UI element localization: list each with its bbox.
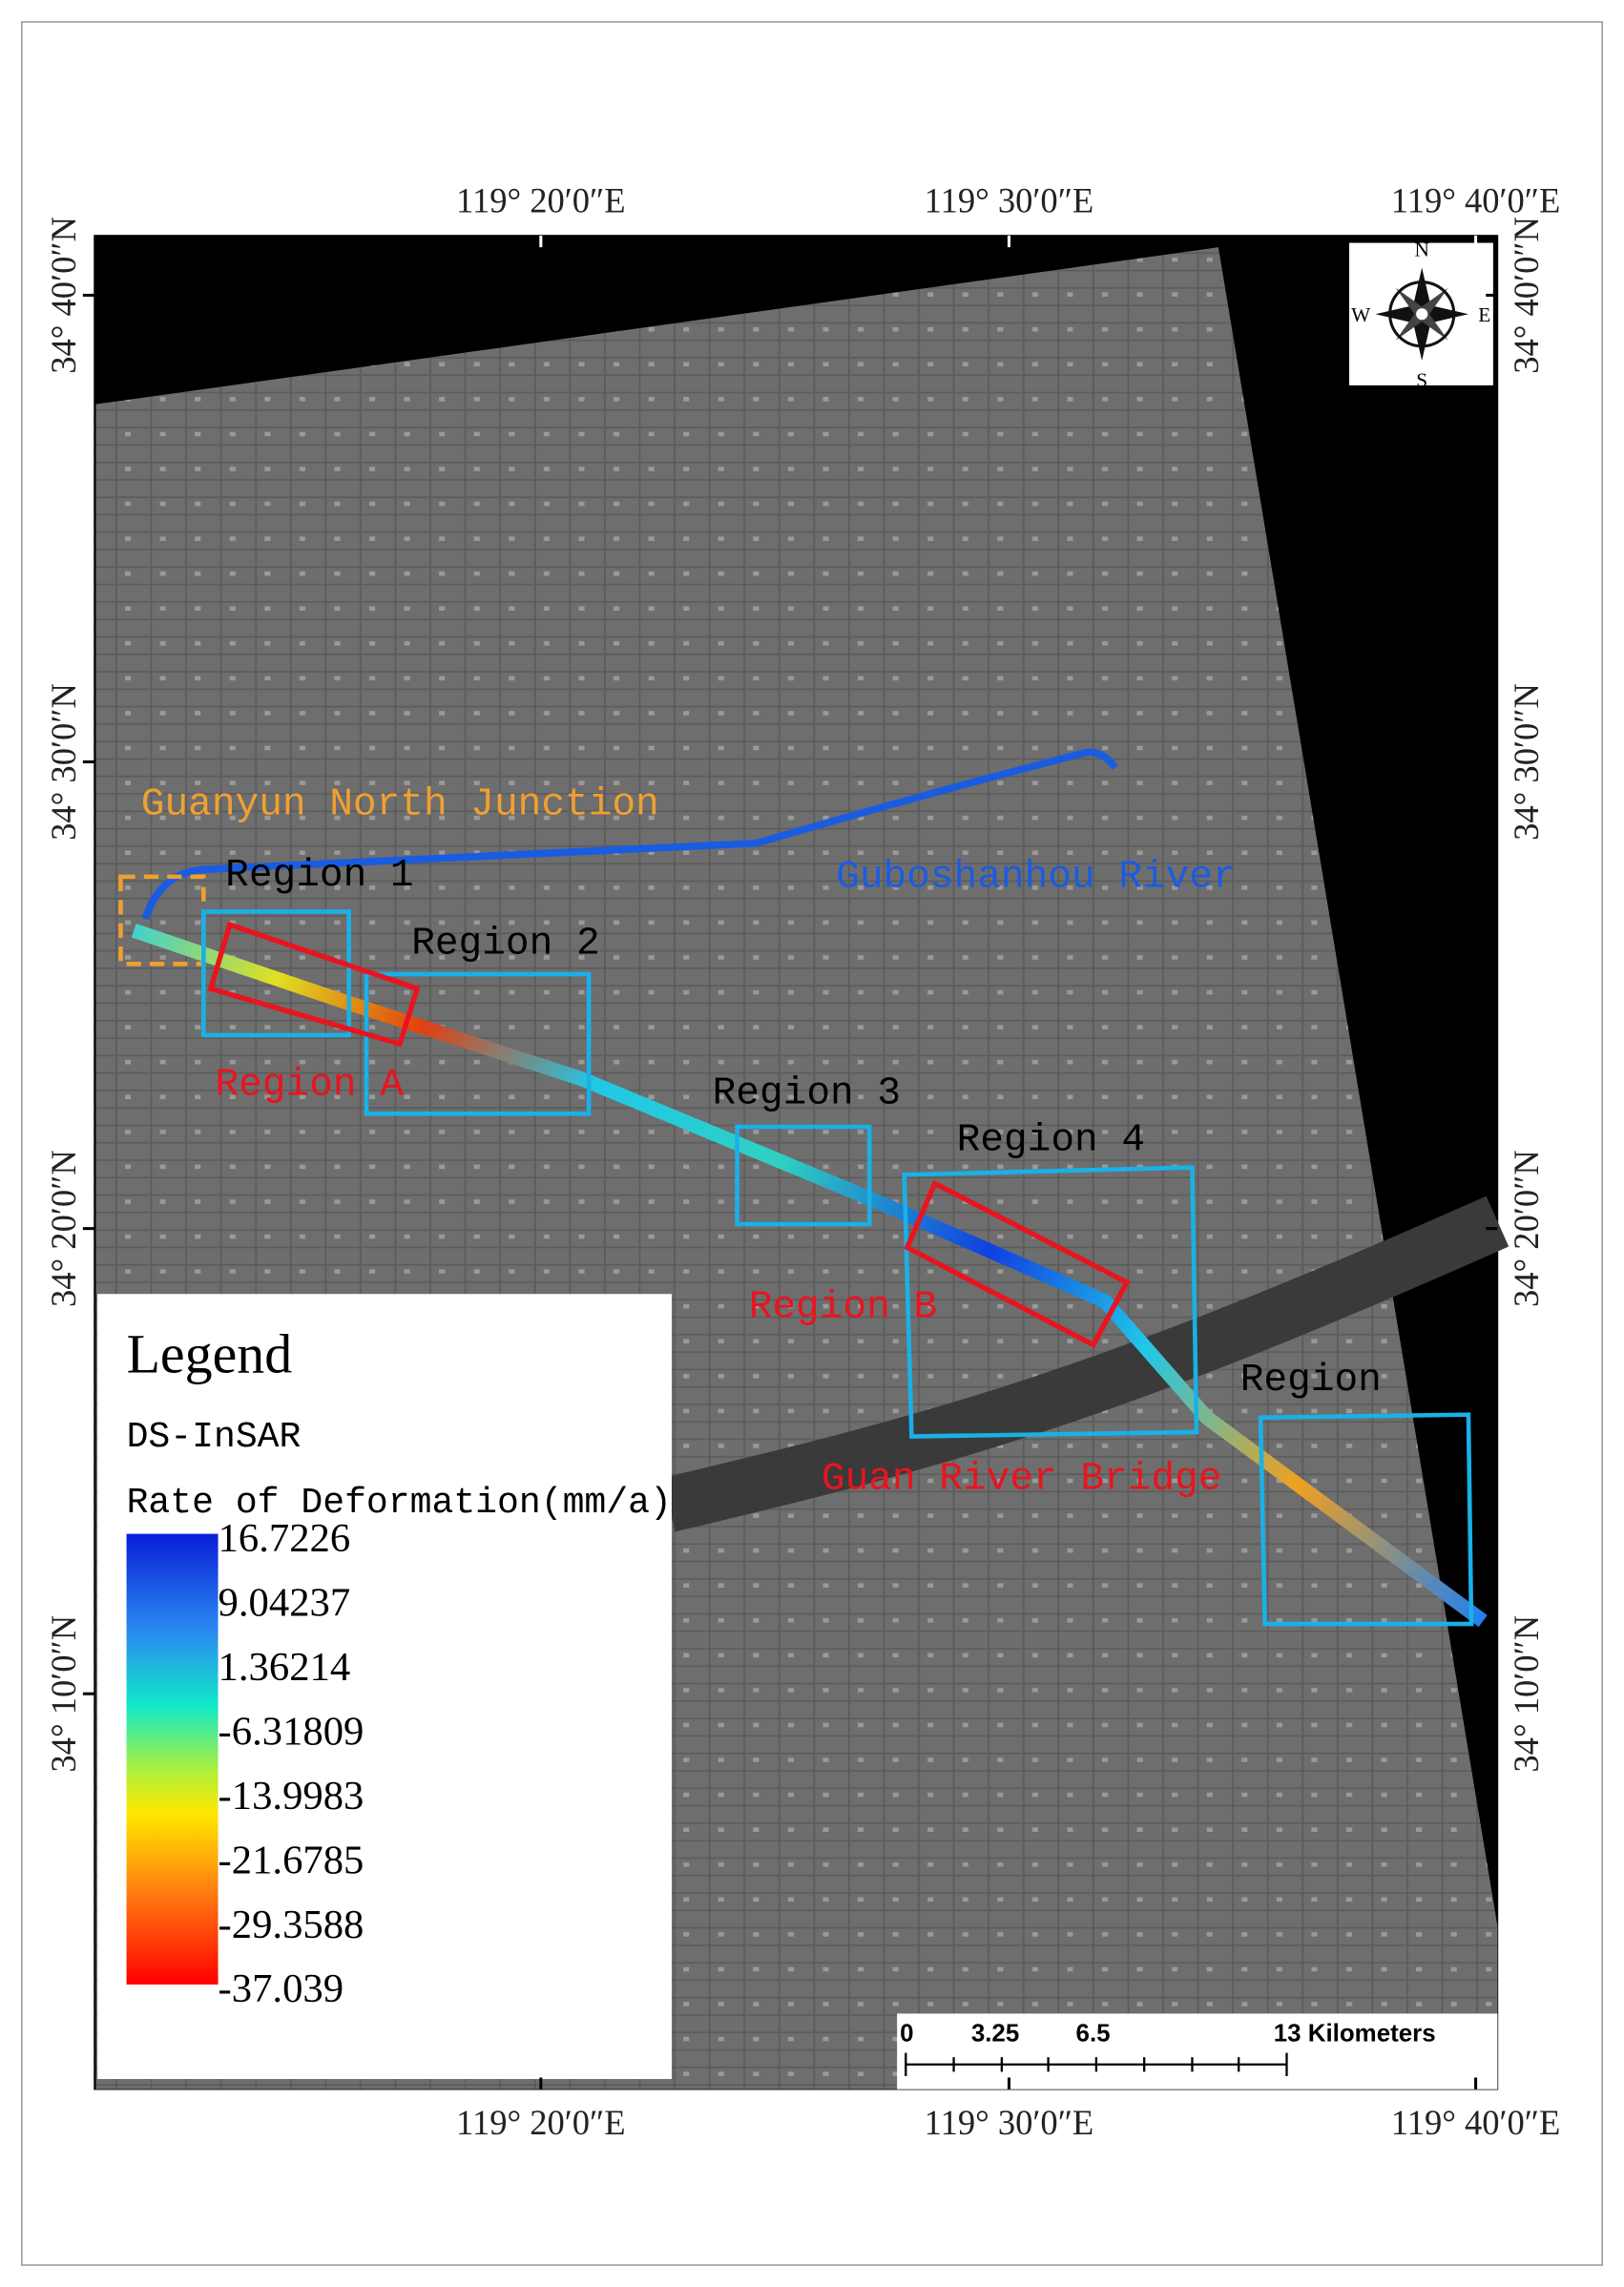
lat-label: 34° 20′0″N: [44, 1150, 83, 1307]
annotation: Region A: [216, 1063, 405, 1107]
lon-label: 119° 40′0″E: [1391, 181, 1561, 220]
region-box: [1258, 1412, 1474, 1627]
legend-value: 16.7226: [219, 1516, 351, 1561]
scale-box: [897, 2013, 1498, 2089]
annotation: Guanyun North Junction: [141, 782, 659, 826]
annotation: Region B: [749, 1286, 937, 1330]
legend-value: -21.6785: [219, 1838, 364, 1882]
scale-label: 0: [900, 2020, 913, 2047]
lat-label: 34° 20′0″N: [1507, 1150, 1546, 1307]
annotation: Region 3: [713, 1072, 901, 1116]
annotation: Region 5: [1240, 1359, 1428, 1403]
scale-label: 6.5: [1076, 2020, 1111, 2047]
region-box: [735, 1124, 872, 1227]
compass-rose: [1375, 267, 1468, 361]
lon-label: 119° 20′0″E: [456, 2103, 626, 2142]
lat-label: 34° 30′0″N: [44, 683, 83, 841]
lat-label: 34° 40′0″N: [44, 217, 83, 374]
region-b-box: [904, 1179, 1131, 1349]
compass-n: N: [1414, 238, 1428, 260]
annotation: Region 1: [225, 854, 413, 898]
compass-e: E: [1478, 303, 1490, 326]
lon-label: 119° 20′0″E: [456, 181, 626, 220]
region-a-box: [207, 921, 421, 1048]
annotation: Guboshanhou River: [836, 856, 1237, 900]
scale-label: 13 Kilometers: [1274, 2020, 1436, 2047]
legend-value: -37.039: [219, 1966, 344, 2011]
legend-value: -29.3588: [219, 1902, 364, 1947]
compass-s: S: [1416, 368, 1427, 391]
annotation: Guan River Bridge: [822, 1457, 1222, 1501]
compass-w: W: [1351, 303, 1371, 326]
legend-value: -13.9983: [219, 1774, 364, 1819]
annotation: Region 4: [957, 1118, 1145, 1162]
color-bar: [126, 1533, 219, 1985]
scale-label: 3.25: [971, 2020, 1019, 2047]
legend-layer: DS-InSAR: [127, 1417, 302, 1458]
lon-label: 119° 30′0″E: [925, 181, 1094, 220]
legend-title: Legend: [127, 1322, 293, 1384]
legend-value: -6.31809: [219, 1709, 364, 1754]
lat-label: 34° 10′0″N: [1507, 1615, 1546, 1773]
lon-label: 119° 30′0″E: [925, 2103, 1094, 2142]
lon-label: 119° 40′0″E: [1391, 2103, 1561, 2142]
annotation: Region 2: [411, 923, 599, 967]
guan-river: [662, 1195, 1509, 1532]
lat-label: 34° 30′0″N: [1507, 683, 1546, 841]
region-box: [902, 1165, 1199, 1439]
scale-bar: [905, 2052, 1288, 2076]
legend-field: Rate of Deformation(mm/a): [127, 1483, 672, 1524]
lat-label: 34° 40′0″N: [1507, 217, 1546, 374]
region-box: [364, 971, 592, 1116]
legend-value: 1.36214: [219, 1645, 351, 1690]
lat-label: 34° 10′0″N: [44, 1615, 83, 1773]
legend-value: 9.04237: [219, 1580, 351, 1625]
region-box: [201, 909, 351, 1038]
